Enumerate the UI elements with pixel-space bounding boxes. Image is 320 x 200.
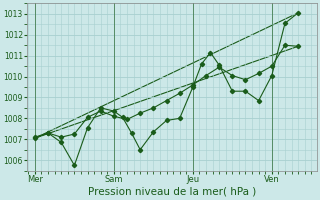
X-axis label: Pression niveau de la mer( hPa ): Pression niveau de la mer( hPa )	[88, 187, 256, 197]
